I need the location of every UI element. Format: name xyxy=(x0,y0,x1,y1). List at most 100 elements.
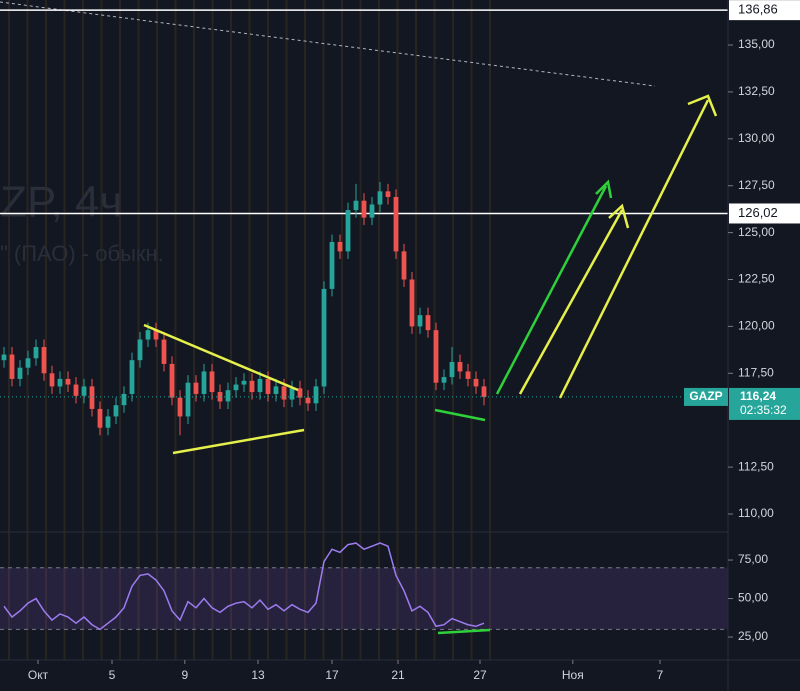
candle-body xyxy=(57,378,63,387)
candle-body xyxy=(297,388,303,398)
session xyxy=(174,0,177,660)
candle-body xyxy=(233,384,239,391)
session xyxy=(82,0,84,660)
candle-body xyxy=(337,241,343,252)
level-tag xyxy=(729,203,800,224)
candle-body xyxy=(129,360,135,394)
y-tick-label: 125,00 xyxy=(738,225,775,239)
candle-body xyxy=(81,386,87,396)
x-tick-label: Окт xyxy=(28,668,49,682)
session xyxy=(341,0,343,660)
candle-body xyxy=(313,386,319,404)
candle-body xyxy=(97,408,103,428)
session xyxy=(359,0,362,660)
plot xyxy=(0,9,728,631)
candle-body xyxy=(25,358,31,368)
x-tick-label: 5 xyxy=(109,668,116,682)
candle-body xyxy=(89,386,95,409)
y-tick-label: 130,00 xyxy=(738,131,775,145)
y-tick-label: 112,50 xyxy=(738,459,774,473)
session xyxy=(304,0,306,660)
price-tag xyxy=(729,387,800,420)
session xyxy=(396,0,399,660)
arrow-green xyxy=(495,185,608,395)
timer-label: 02:35:32 xyxy=(740,403,787,417)
candle-body xyxy=(329,241,335,289)
candle-body xyxy=(153,330,159,340)
session xyxy=(248,0,251,660)
candle-body xyxy=(41,347,47,374)
candle-body xyxy=(481,386,487,397)
symbol-tag xyxy=(684,387,728,406)
rsi-tick-label: 25,00 xyxy=(738,629,768,643)
candle-body xyxy=(401,251,407,280)
candle-body xyxy=(369,204,375,218)
candle-body xyxy=(473,378,479,387)
candle-body xyxy=(417,315,423,327)
session xyxy=(8,0,10,660)
arrow-yellow-1 xyxy=(518,209,624,395)
rsi-band xyxy=(0,567,728,630)
rsi-line xyxy=(3,542,485,631)
candle-body xyxy=(1,354,7,361)
candle-body xyxy=(289,388,295,400)
candle-body xyxy=(353,200,359,211)
candle-body xyxy=(249,380,255,393)
session xyxy=(137,0,140,660)
candle-body xyxy=(345,210,351,252)
session xyxy=(489,0,491,660)
session xyxy=(470,0,473,660)
session xyxy=(230,0,232,660)
candle-body xyxy=(177,397,183,417)
x-tick-label: 17 xyxy=(325,668,339,682)
watermark: ZP, 4ч xyxy=(0,178,122,227)
candle-body xyxy=(65,378,71,385)
candle-body xyxy=(161,339,167,364)
candle-body xyxy=(241,380,247,385)
x-tick-label: 21 xyxy=(391,668,405,682)
rsi-line xyxy=(437,628,491,635)
candle-body xyxy=(169,363,175,398)
candle-body xyxy=(193,382,199,394)
x-tick-label: 9 xyxy=(181,668,188,682)
candle-body xyxy=(73,384,79,396)
candle-body xyxy=(449,362,455,378)
triangle-top xyxy=(143,323,299,392)
y-tick-label: 117,50 xyxy=(738,365,774,379)
annotations xyxy=(143,94,718,635)
trend-line xyxy=(0,1,656,87)
candle-body xyxy=(9,354,15,379)
candle-body xyxy=(441,377,447,383)
candle-body xyxy=(49,373,55,387)
session-lines xyxy=(8,0,491,660)
candle-body xyxy=(377,191,383,205)
session xyxy=(415,0,417,660)
level-label: 136,86 xyxy=(738,2,778,17)
session xyxy=(267,0,269,660)
candle-body xyxy=(201,371,207,394)
candle-body xyxy=(17,367,23,379)
rsi-tick-label: 50,00 xyxy=(738,591,768,605)
candle-body xyxy=(105,416,111,428)
arrow-yellow-2 xyxy=(558,99,710,399)
candle-body xyxy=(465,371,471,379)
candle-body xyxy=(225,390,231,402)
candle-body xyxy=(305,397,311,404)
rsi-tick-label: 75,00 xyxy=(738,552,768,566)
candle-body xyxy=(137,339,143,361)
arrow-head xyxy=(608,203,630,229)
y-tick-label: 120,00 xyxy=(738,319,775,333)
candle-body xyxy=(433,330,439,383)
session xyxy=(193,0,195,660)
y-tick-label: 110,00 xyxy=(738,506,774,520)
x-tick-label: 7 xyxy=(657,668,664,682)
session xyxy=(119,0,121,660)
level-tag xyxy=(729,0,800,21)
candle-body xyxy=(457,362,463,372)
symbol-label: GAZP xyxy=(689,389,722,403)
session xyxy=(378,0,380,660)
candle-body xyxy=(257,378,263,393)
y-tick-label: 122,50 xyxy=(738,272,775,286)
session xyxy=(433,0,436,660)
